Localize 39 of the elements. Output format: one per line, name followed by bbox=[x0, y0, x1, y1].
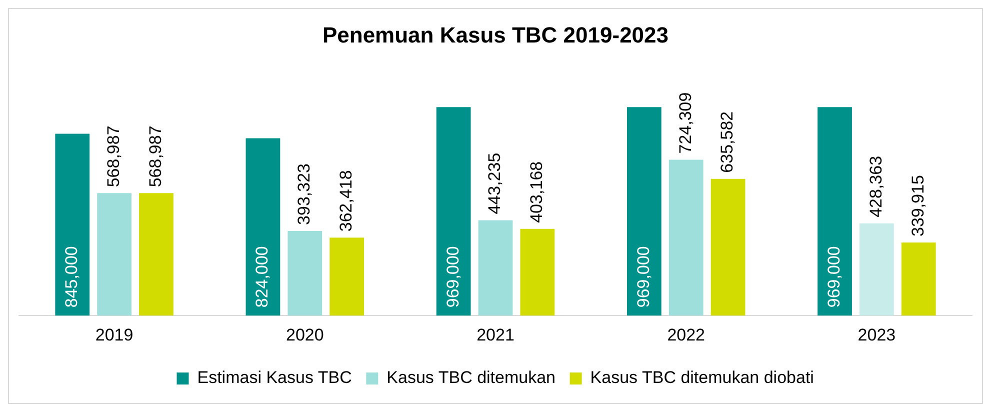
bar bbox=[818, 107, 852, 316]
data-label: 824,000 bbox=[252, 246, 272, 308]
data-label: 339,915 bbox=[908, 175, 928, 236]
bar bbox=[139, 193, 174, 316]
bar bbox=[436, 107, 471, 316]
data-label: 443,235 bbox=[485, 152, 504, 214]
legend-label: Estimasi Kasus TBC bbox=[197, 368, 352, 388]
data-label: 845,000 bbox=[62, 246, 82, 308]
data-label: 635,582 bbox=[718, 111, 737, 173]
bar bbox=[330, 238, 364, 316]
data-label: 969,000 bbox=[443, 246, 462, 308]
legend-label: Kasus TBC ditemukan diobati bbox=[590, 368, 814, 388]
bar bbox=[520, 228, 555, 316]
bar bbox=[478, 220, 513, 316]
data-label: 362,418 bbox=[336, 170, 356, 232]
data-label: 403,168 bbox=[527, 161, 546, 223]
bar bbox=[901, 242, 936, 316]
data-label: 393,323 bbox=[294, 164, 314, 225]
x-tick-label: 2023 bbox=[858, 325, 896, 344]
bar bbox=[710, 178, 746, 316]
bar bbox=[288, 230, 322, 316]
bar bbox=[246, 138, 280, 316]
data-label: 428,363 bbox=[866, 156, 886, 218]
bar bbox=[55, 134, 90, 316]
x-tick-label: 2022 bbox=[667, 325, 706, 344]
data-label: 568,987 bbox=[104, 126, 123, 188]
chart-title: Penemuan Kasus TBC 2019-2023 bbox=[322, 22, 669, 48]
data-label: 969,000 bbox=[824, 246, 844, 308]
x-tick-label: 2019 bbox=[95, 325, 134, 344]
bar bbox=[97, 193, 132, 316]
x-tick-label: 2020 bbox=[286, 325, 324, 344]
bar bbox=[668, 160, 704, 316]
data-label: 969,000 bbox=[634, 246, 653, 308]
bar bbox=[860, 223, 894, 316]
data-label: 568,987 bbox=[146, 126, 165, 188]
bar bbox=[626, 107, 662, 316]
data-label: 724,309 bbox=[676, 92, 695, 154]
legend-label: Kasus TBC ditemukan bbox=[386, 368, 556, 388]
x-tick-label: 2021 bbox=[476, 325, 514, 344]
